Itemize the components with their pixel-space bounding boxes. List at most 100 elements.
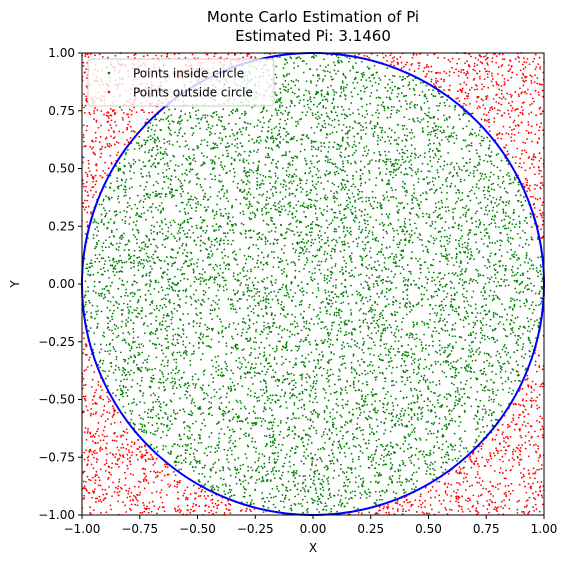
point-outside [501,423,504,426]
point-inside [457,457,460,460]
point-inside [213,163,216,165]
point-inside [183,277,186,280]
point-outside [480,445,483,448]
point-inside [264,305,267,308]
point-outside [95,191,97,193]
chart-subtitle: Estimated Pi: 3.1460 [235,27,391,45]
point-outside [495,434,498,436]
point-outside [476,481,479,484]
point-inside [247,314,250,317]
point-inside [227,268,230,271]
point-outside [129,136,132,139]
point-inside [208,327,211,330]
point-inside [143,411,146,413]
point-outside [161,501,164,504]
point-inside [310,81,312,84]
point-inside [375,219,378,222]
point-outside [384,54,387,57]
point-inside [163,180,166,183]
point-outside [535,66,538,68]
point-outside [105,114,108,117]
point-outside [491,60,494,63]
point-inside [403,220,406,223]
point-inside [495,394,498,397]
point-inside [219,181,221,183]
point-inside [121,179,123,182]
point-inside [283,328,286,330]
point-outside [531,435,533,438]
point-inside [160,436,162,439]
point-inside [368,309,371,312]
point-outside [512,448,515,451]
point-outside [478,53,481,56]
point-inside [216,241,219,243]
point-inside [441,471,444,474]
point-inside [124,294,126,297]
point-inside [184,140,187,143]
point-inside [315,373,318,376]
point-inside [372,135,375,138]
point-inside [183,433,186,436]
point-outside [505,436,507,439]
point-inside [524,327,527,329]
point-inside [477,272,480,275]
point-inside [230,494,233,497]
point-inside [446,118,448,121]
point-outside [105,442,108,445]
point-outside [129,463,132,466]
point-outside [501,433,504,436]
point-inside [361,263,364,266]
point-inside [335,307,338,310]
point-inside [434,95,437,98]
point-inside [150,408,153,411]
point-inside [400,410,403,412]
point-outside [104,488,107,491]
point-outside [541,204,543,207]
point-inside [142,361,145,364]
point-outside [97,428,100,430]
point-outside [474,69,476,72]
point-inside [224,284,227,286]
point-inside [347,161,350,164]
point-inside [318,117,321,119]
point-outside [246,55,249,57]
point-inside [494,263,497,266]
point-outside [489,455,492,458]
point-inside [413,323,416,326]
point-inside [304,357,307,360]
point-inside [277,202,280,205]
point-inside [408,118,411,121]
point-inside [456,459,458,462]
point-outside [88,359,90,361]
point-inside [107,256,110,259]
point-inside [402,151,405,154]
point-inside [393,229,395,232]
point-inside [354,162,357,165]
point-outside [485,95,487,98]
point-inside [386,390,389,393]
point-outside [533,188,536,190]
point-outside [451,66,453,69]
point-inside [351,293,354,296]
point-outside [215,511,218,514]
point-outside [142,478,145,481]
point-inside [281,494,284,496]
point-outside [445,72,448,75]
point-outside [523,420,526,423]
point-inside [287,480,290,483]
point-inside [517,327,520,330]
point-inside [356,342,359,345]
point-inside [362,438,365,441]
point-outside [86,211,89,214]
point-inside [310,425,313,427]
point-outside [368,511,371,514]
point-outside [112,414,115,417]
point-inside [421,320,423,323]
point-outside [477,450,480,453]
point-inside [425,222,428,224]
point-inside [125,211,128,213]
point-inside [287,175,290,178]
point-outside [128,460,131,463]
point-inside [472,321,475,324]
point-inside [425,97,428,100]
